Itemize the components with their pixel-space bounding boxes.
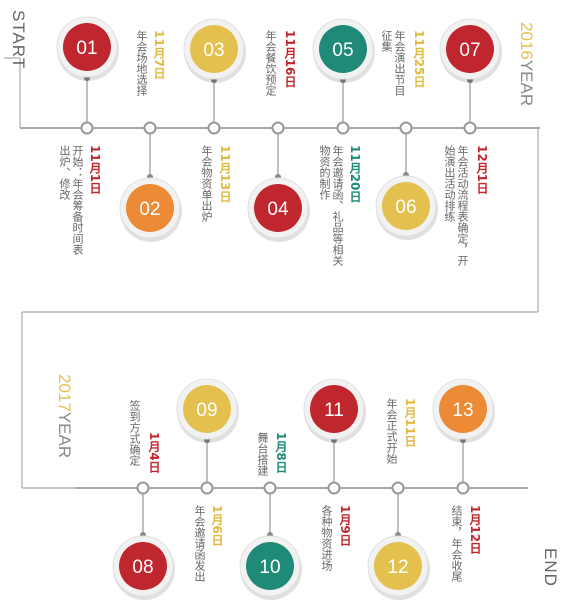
badge-number: 05 xyxy=(332,40,353,61)
milestone-badge-01: 01 xyxy=(56,16,119,81)
start-label: START xyxy=(9,10,28,70)
rail-node xyxy=(399,121,413,135)
milestone-text-08: 签到方式确定 xyxy=(128,400,141,466)
badge-fill xyxy=(119,542,167,590)
milestone-badge-02: 02 xyxy=(119,177,182,242)
milestone-text-01: 开始：年会筹备时间表 出炉、修改 xyxy=(58,145,84,255)
year-2016-word: YEAR xyxy=(517,59,536,107)
milestone-date-09: 1月6日 xyxy=(210,505,224,546)
milestone-date-03: 11月13日 xyxy=(218,145,232,203)
badge-fill xyxy=(126,184,174,232)
badge-number: 12 xyxy=(387,557,408,578)
year-2017-word: YEAR xyxy=(55,411,74,459)
rail-node xyxy=(143,121,157,135)
milestone-date-04: 11月16日 xyxy=(283,30,297,88)
rail-node xyxy=(263,481,277,495)
milestone-badge-03: 03 xyxy=(183,18,246,83)
rail-node xyxy=(80,121,94,135)
badge-fill xyxy=(246,542,294,590)
milestone-text-05: 年会邀请函、礼品等相关 物资的制作 xyxy=(318,145,344,266)
milestone-badge-08: 08 xyxy=(112,535,175,600)
rail-node xyxy=(207,121,221,135)
milestone-text-09: 年会邀请函发出 xyxy=(193,505,206,582)
badge-number: 03 xyxy=(203,40,224,61)
milestone-badge-10: 10 xyxy=(239,535,302,600)
badge-number: 04 xyxy=(267,199,289,220)
milestone-badge-11: 11 xyxy=(303,378,366,443)
milestone-text-03: 年会物资单出炉 xyxy=(200,145,213,222)
badge-number: 09 xyxy=(196,400,217,421)
year-2016-number: 2016 xyxy=(517,22,536,60)
badge-number: 07 xyxy=(459,40,480,61)
milestone-date-05: 11月20日 xyxy=(348,145,362,203)
milestone-date-08: 1月4日 xyxy=(147,432,161,473)
badge-number: 01 xyxy=(76,38,97,59)
badge-fill xyxy=(310,385,358,433)
milestone-text-10: 舞台搭建 xyxy=(256,432,269,476)
milestone-badge-06: 06 xyxy=(375,175,438,240)
rail-node xyxy=(327,481,341,495)
badge-fill xyxy=(63,23,111,71)
badge-fill xyxy=(382,182,430,230)
badge-number: 11 xyxy=(324,400,344,421)
milestone-text-11: 各种物资进场 xyxy=(320,505,333,571)
milestone-badge-13: 13 xyxy=(432,378,495,443)
badge-fill xyxy=(319,25,367,73)
milestone-text-04: 年会餐饮预定 xyxy=(264,30,277,96)
milestone-date-02: 11月7日 xyxy=(152,30,166,80)
badge-fill xyxy=(439,385,487,433)
milestone-date-10: 1月8日 xyxy=(274,432,288,473)
rail-node xyxy=(200,481,214,495)
milestone-text-06: 年会演出节目 征集 xyxy=(380,30,406,96)
milestone-date-12: 1月11日 xyxy=(403,398,417,448)
milestone-date-01: 11月1日 xyxy=(88,145,102,195)
milestone-text-02: 年会场地选择 xyxy=(135,30,148,96)
badge-number: 08 xyxy=(132,557,153,578)
milestone-date-13: 1月12日 xyxy=(468,505,482,555)
milestone-date-11: 1月9日 xyxy=(338,505,352,546)
rail-node xyxy=(463,121,477,135)
milestone-badge-04: 04 xyxy=(247,177,310,242)
milestone-badge-12: 12 xyxy=(367,535,430,600)
badge-fill xyxy=(183,385,231,433)
badge-fill xyxy=(254,184,302,232)
year-2016-label: 2016YEAR xyxy=(517,22,536,107)
year-2017-label: 2017YEAR xyxy=(55,374,74,459)
milestone-badge-09: 09 xyxy=(176,378,239,443)
milestone-date-06: 11月25日 xyxy=(412,30,426,88)
end-label: END xyxy=(541,548,560,587)
milestone-text-07: 年会活动流程表确定，开 始演出活动排练 xyxy=(443,145,469,266)
rail-node xyxy=(336,121,350,135)
milestone-date-07: 12月1日 xyxy=(475,145,489,195)
badge-number: 02 xyxy=(139,199,160,220)
rail-node xyxy=(391,481,405,495)
badge-fill xyxy=(374,542,422,590)
badge-fill xyxy=(446,25,494,73)
rail-node xyxy=(136,481,150,495)
rail-node xyxy=(456,481,470,495)
rail-node xyxy=(271,121,285,135)
badge-fill xyxy=(190,25,238,73)
badge-number: 10 xyxy=(259,557,280,578)
badge-number: 06 xyxy=(395,197,416,218)
milestone-badge-05: 05 xyxy=(312,18,375,83)
badge-number: 13 xyxy=(452,400,473,421)
year-2017-number: 2017 xyxy=(55,374,74,412)
milestone-text-12: 年会正式开始 xyxy=(385,398,398,464)
milestone-badge-07: 07 xyxy=(439,18,502,83)
milestone-text-13: 结束，年会收尾 xyxy=(450,505,463,582)
